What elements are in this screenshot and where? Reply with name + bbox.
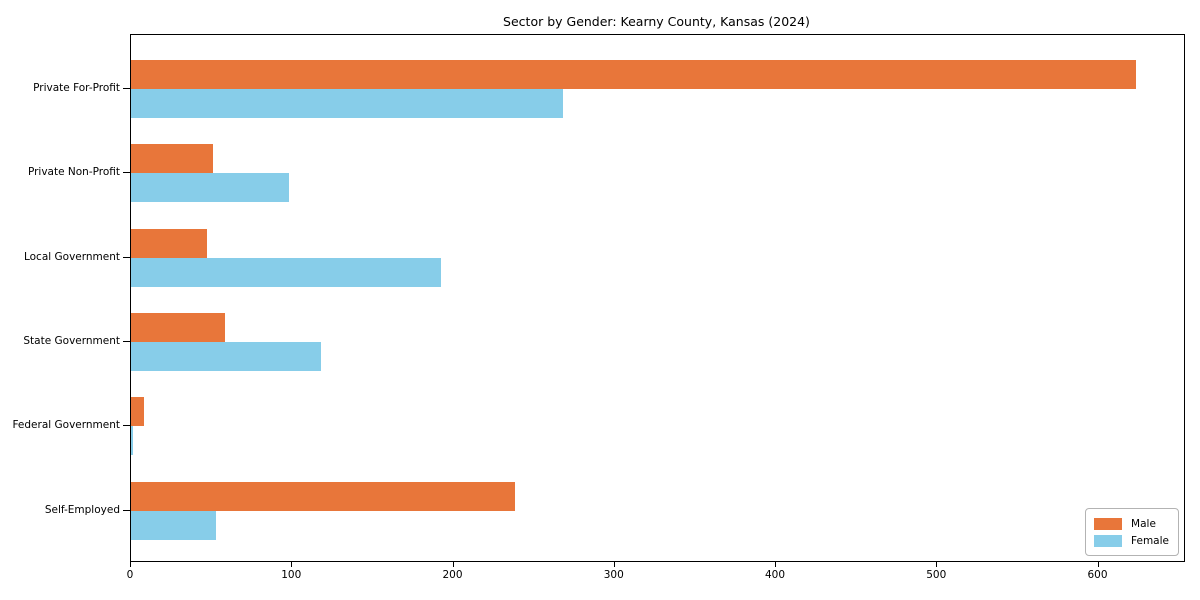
y-axis-tick xyxy=(123,509,130,511)
bar-female-private-non-profit xyxy=(131,173,290,203)
x-axis-tick xyxy=(452,561,454,567)
chart-title: Sector by Gender: Kearny County, Kansas … xyxy=(503,14,810,29)
bar-male-private-for-profit xyxy=(131,60,1136,89)
y-axis-label-federal-government: Federal Government xyxy=(12,419,120,432)
bar-male-state-government xyxy=(131,312,225,342)
x-axis-tick-label: 100 xyxy=(281,569,302,581)
x-axis-tick xyxy=(775,561,777,567)
legend-entry-male: Male xyxy=(1094,515,1169,532)
x-axis-tick xyxy=(936,561,938,567)
legend-swatch-female xyxy=(1094,534,1123,547)
bar-male-federal-government xyxy=(131,397,144,427)
bar-female-self-employed xyxy=(131,510,217,540)
bar-male-local-government xyxy=(131,228,207,258)
bar-male-private-non-profit xyxy=(131,144,214,174)
y-axis-label-private-for-profit: Private For-Profit xyxy=(33,82,120,94)
y-axis-label-state-government: State Government xyxy=(23,334,120,347)
legend: Male Female xyxy=(1085,508,1179,556)
x-axis-tick-label: 500 xyxy=(926,569,947,581)
bar-female-private-for-profit xyxy=(131,89,564,118)
bar-female-state-government xyxy=(131,341,322,371)
y-axis-label-self-employed: Self-Employed xyxy=(44,503,120,516)
x-axis-tick-label: 400 xyxy=(764,569,786,581)
y-axis-tick xyxy=(123,340,130,342)
y-axis-tick xyxy=(123,172,130,174)
bar-female-federal-government xyxy=(131,426,133,456)
x-axis-tick xyxy=(613,561,615,567)
x-axis-tick xyxy=(1097,561,1099,567)
x-axis-tick-label: 300 xyxy=(603,569,624,581)
x-axis-tick xyxy=(291,561,293,567)
y-axis-label-local-government: Local Government xyxy=(23,250,120,263)
bar-female-local-government xyxy=(131,257,441,287)
y-axis-tick xyxy=(123,88,130,89)
plot-area: Male Female xyxy=(130,34,1185,562)
y-axis-tick xyxy=(123,425,130,427)
x-axis-tick-label: 600 xyxy=(1087,569,1108,581)
legend-swatch-male xyxy=(1094,517,1123,530)
y-axis-label-private-non-profit: Private Non-Profit xyxy=(27,166,120,179)
legend-entry-female: Female xyxy=(1094,532,1169,549)
legend-label-male: Male xyxy=(1131,517,1156,530)
legend-label-female: Female xyxy=(1131,534,1169,547)
bar-male-self-employed xyxy=(131,481,515,511)
x-axis-tick xyxy=(130,561,131,567)
x-axis-tick-label: 200 xyxy=(442,569,463,581)
y-axis-tick xyxy=(123,256,130,258)
x-axis-tick-label: 0 xyxy=(126,569,134,581)
